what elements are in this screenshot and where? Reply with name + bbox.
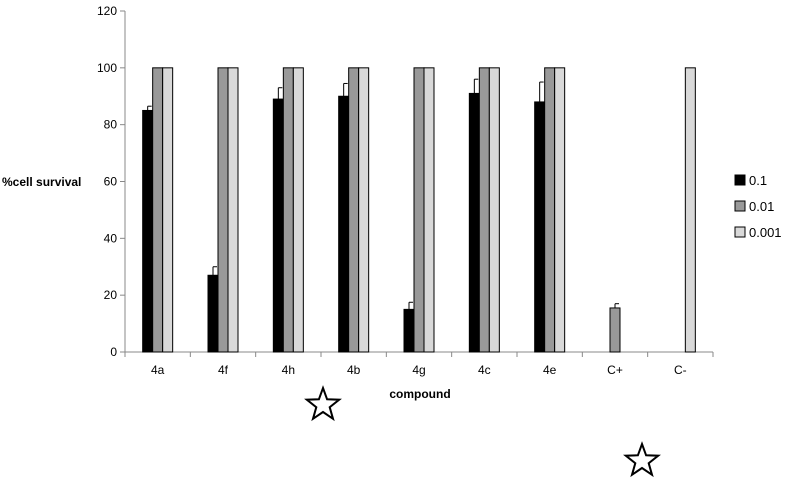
x-axis: 4a 4f 4h 4b 4g 4c 4e C+ C- bbox=[124, 351, 714, 377]
bars bbox=[142, 67, 696, 353]
bar-0.1-4f bbox=[207, 274, 219, 353]
y-tick-label: 100 bbox=[97, 61, 117, 75]
x-tick-label: 4h bbox=[282, 363, 295, 377]
bar-0.01-4e bbox=[544, 67, 556, 353]
y-tick-label: 20 bbox=[104, 288, 118, 302]
x-axis-title: compound bbox=[389, 387, 450, 401]
bar-0.01-4b bbox=[348, 67, 360, 353]
legend: 0.1 0.01 0.001 bbox=[734, 173, 782, 240]
x-tick-label: 4a bbox=[151, 363, 165, 377]
x-tick-label: 4c bbox=[478, 363, 491, 377]
y-tick-label: 80 bbox=[104, 118, 118, 132]
error-bars bbox=[147, 78, 619, 310]
star-icon bbox=[623, 441, 661, 478]
legend-swatch bbox=[734, 174, 746, 186]
bar-0.001-4f bbox=[227, 67, 239, 353]
x-tick-label: C- bbox=[674, 363, 687, 377]
x-tick-label: 4e bbox=[543, 363, 557, 377]
bar-0.01-4a bbox=[152, 67, 164, 353]
bar-0.001-4a bbox=[162, 67, 174, 353]
bar-0.1-4g bbox=[403, 308, 415, 353]
bar-0.001-4c bbox=[488, 67, 500, 353]
bar-0.01-4h bbox=[282, 67, 294, 353]
bar-0.1-4a bbox=[142, 109, 154, 353]
legend-swatch bbox=[734, 200, 746, 212]
bar-0.1-4h bbox=[272, 98, 284, 353]
bar-0.1-4c bbox=[468, 92, 480, 353]
star-icon bbox=[304, 385, 342, 422]
legend-swatch bbox=[734, 226, 746, 238]
bar-0.1-4b bbox=[338, 95, 350, 353]
bar-0.01-4g bbox=[413, 67, 425, 353]
bar-0.001-4b bbox=[358, 67, 370, 353]
y-axis-title: %cell survival bbox=[2, 175, 81, 189]
y-tick-label: 60 bbox=[104, 175, 118, 189]
y-tick-label: 0 bbox=[110, 345, 117, 359]
bar-0.001-4e bbox=[554, 67, 566, 353]
x-tick-label: C+ bbox=[607, 363, 623, 377]
x-tick-label: 4g bbox=[412, 363, 425, 377]
bar-0.1-4e bbox=[534, 101, 546, 353]
bar-0.001-4h bbox=[292, 67, 304, 353]
x-tick-label: 4f bbox=[218, 363, 229, 377]
bar-0.01-4f bbox=[217, 67, 229, 353]
legend-label: 0.01 bbox=[749, 199, 774, 214]
legend-label: 0.1 bbox=[749, 173, 767, 188]
y-axis: 0 20 40 60 80 100 120 bbox=[97, 4, 126, 359]
x-tick-label: 4b bbox=[347, 363, 361, 377]
y-tick-label: 40 bbox=[104, 231, 118, 245]
y-tick-label: 120 bbox=[97, 4, 117, 18]
bar-0.01-C+ bbox=[609, 307, 621, 353]
bar-0.001-C- bbox=[684, 67, 696, 353]
bar-0.01-4c bbox=[478, 67, 490, 353]
legend-label: 0.001 bbox=[749, 225, 782, 240]
bar-0.001-4g bbox=[423, 67, 435, 353]
